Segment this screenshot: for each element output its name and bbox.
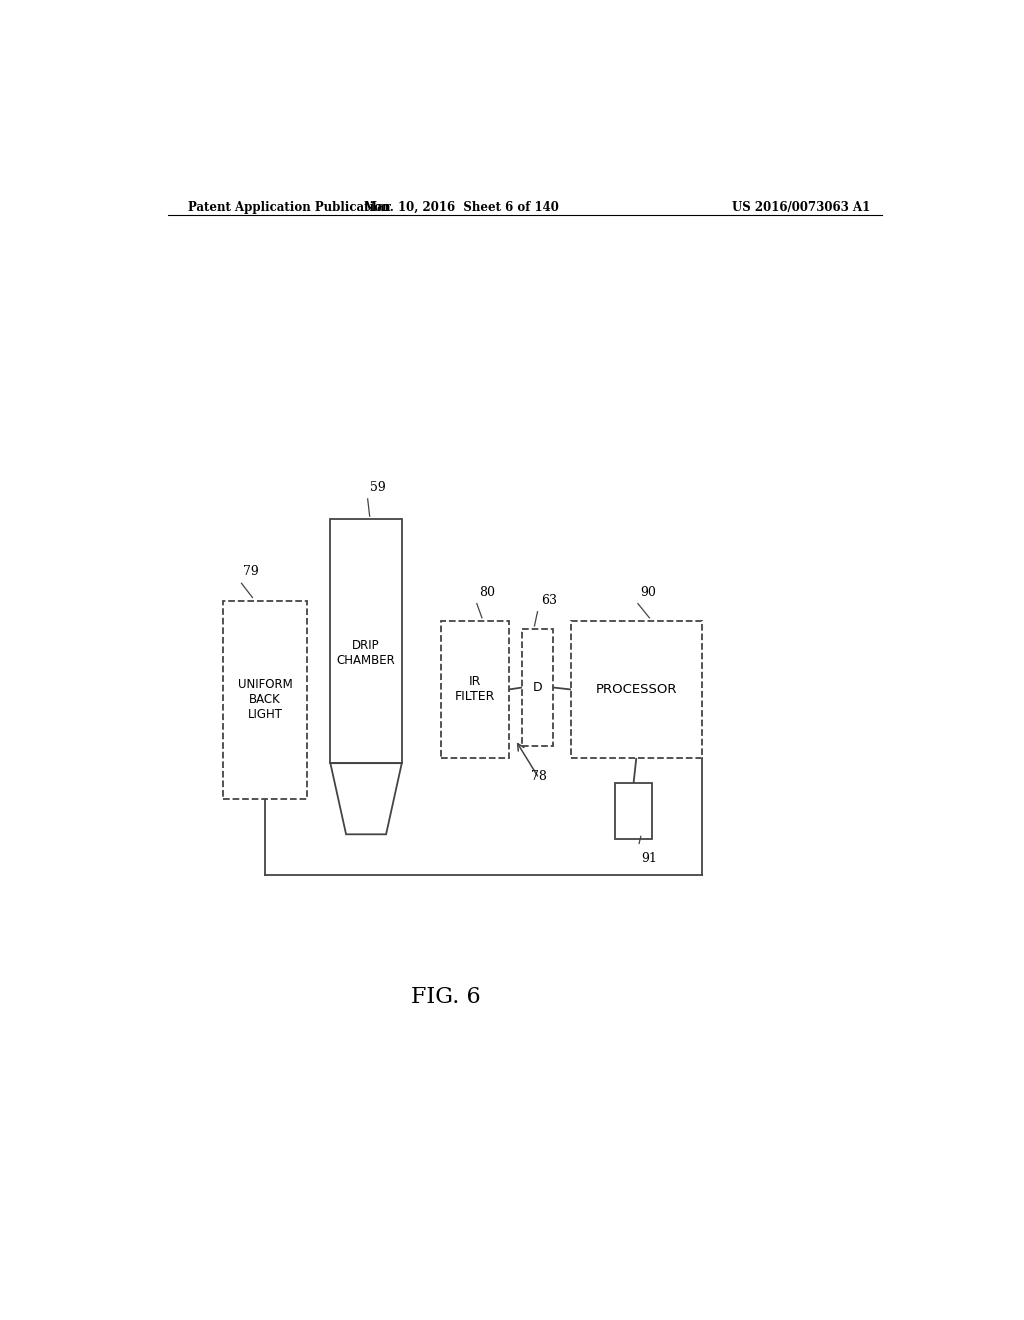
- Text: 79: 79: [243, 565, 259, 578]
- Text: D: D: [532, 681, 543, 694]
- Text: DRIP
CHAMBER: DRIP CHAMBER: [337, 639, 395, 668]
- Text: 59: 59: [370, 480, 386, 494]
- Text: 63: 63: [542, 594, 557, 607]
- Bar: [570, 620, 701, 758]
- Bar: [223, 601, 306, 799]
- Text: IR
FILTER: IR FILTER: [455, 676, 496, 704]
- Text: FIG. 6: FIG. 6: [411, 986, 480, 1008]
- Bar: [331, 519, 401, 763]
- Text: PROCESSOR: PROCESSOR: [596, 682, 677, 696]
- Text: 78: 78: [531, 771, 547, 784]
- Text: Patent Application Publication: Patent Application Publication: [187, 201, 390, 214]
- Text: UNIFORM
BACK
LIGHT: UNIFORM BACK LIGHT: [238, 678, 292, 721]
- Text: Mar. 10, 2016  Sheet 6 of 140: Mar. 10, 2016 Sheet 6 of 140: [364, 201, 559, 214]
- Text: 90: 90: [640, 586, 656, 598]
- Bar: [522, 630, 553, 746]
- Bar: [441, 620, 509, 758]
- Text: 91: 91: [641, 851, 657, 865]
- Bar: [615, 784, 652, 840]
- Text: US 2016/0073063 A1: US 2016/0073063 A1: [732, 201, 870, 214]
- Polygon shape: [331, 763, 401, 834]
- Text: 80: 80: [479, 586, 496, 598]
